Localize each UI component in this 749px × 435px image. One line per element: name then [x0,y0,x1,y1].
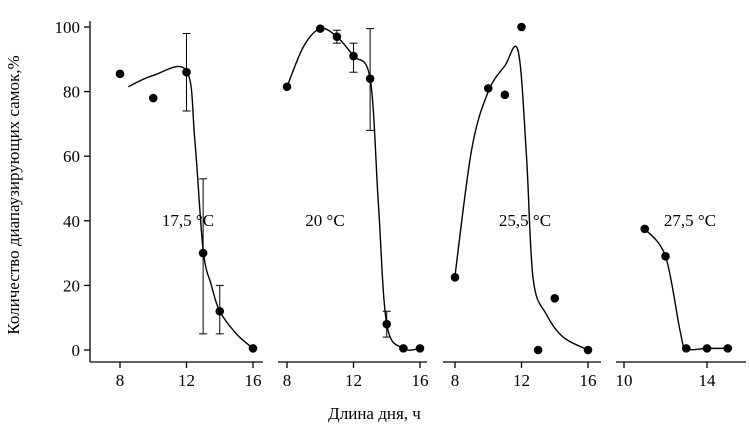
data-point [198,248,208,258]
data-point [182,67,191,77]
data-point [533,345,543,355]
fit-curve [454,45,589,351]
y-axis-label: Количество диапаузирующих самок,% [4,55,23,335]
panel-label: 27,5 °C [664,211,716,230]
data-point [640,224,650,234]
data-point [115,69,125,79]
data-point [365,74,375,83]
data-point [248,344,258,353]
x-tick-label: 12 [345,371,362,390]
data-point [583,345,593,355]
data-point [148,93,158,103]
x-tick-label: 8 [116,371,125,390]
fit-curve [644,228,728,351]
y-tick-label: 80 [63,83,80,102]
panel-label: 25,5 °C [499,211,551,230]
y-tick-label: 40 [63,212,80,231]
y-tick-label: 100 [55,18,81,37]
data-point [702,344,712,353]
x-tick-label: 16 [412,371,429,390]
data-point [349,51,358,61]
data-point [450,273,460,282]
fit-curve [128,65,254,349]
data-point [399,344,408,353]
data-point [661,252,670,261]
x-axis-label: Длина дня, ч [328,404,421,423]
y-tick-label: 20 [63,276,80,295]
x-tick-label: 12 [513,371,530,390]
data-point [517,22,526,32]
data-point [215,306,225,316]
x-tick-label: 16 [245,371,262,390]
fit-curve [286,27,421,351]
panel-label: 17,5 °C [162,211,214,230]
data-point [382,319,392,329]
x-tick-label: 8 [283,371,292,390]
x-tick-label: 16 [580,371,597,390]
panel-label: 20 °C [305,211,344,230]
data-point [483,84,493,93]
y-tick-label: 60 [63,147,80,166]
x-tick-label: 10 [616,371,633,390]
data-point [315,24,325,33]
x-tick-label: 8 [451,371,460,390]
y-tick-label: 0 [72,341,81,360]
x-tick-label: 14 [699,371,717,390]
data-point [500,90,510,100]
data-point [415,344,425,353]
data-point [723,344,733,353]
data-point [681,344,691,353]
data-point [550,294,560,303]
x-tick-label: 12 [178,371,195,390]
data-point [332,32,342,41]
data-point [282,82,292,92]
